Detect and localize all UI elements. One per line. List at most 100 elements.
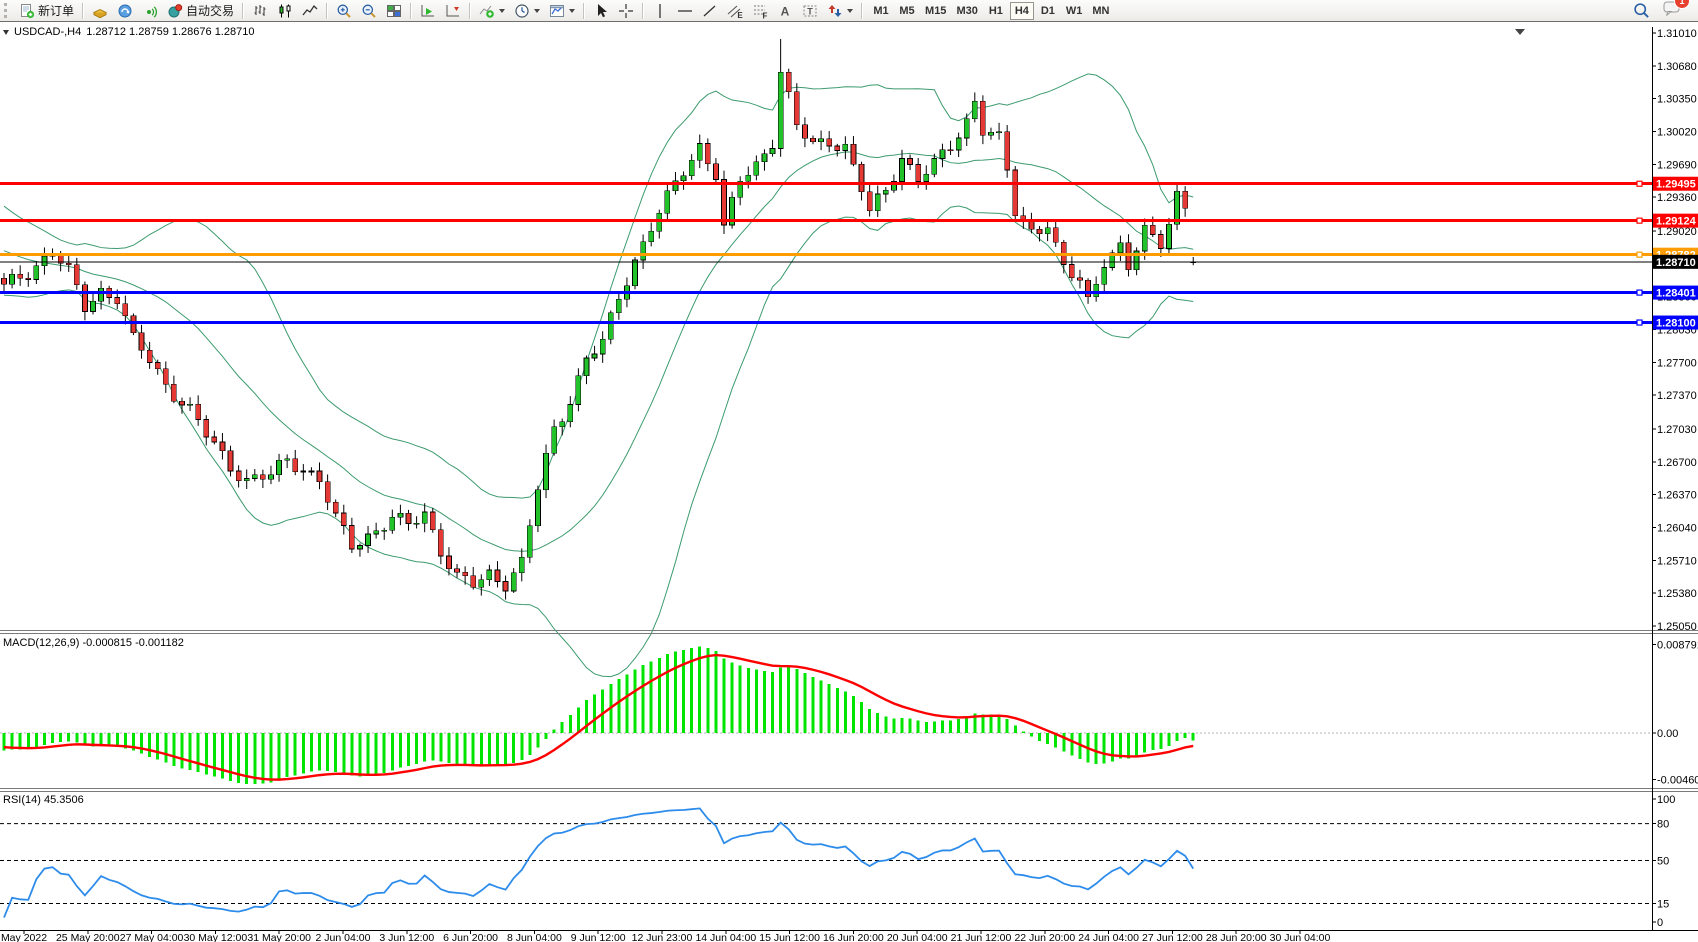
search-icon[interactable] [1633, 2, 1650, 19]
svg-text:0.00: 0.00 [1657, 728, 1678, 740]
timeframe-button-m15[interactable]: M15 [921, 2, 950, 20]
zoom-out-button[interactable] [357, 1, 381, 21]
timeframe-button-m30[interactable]: M30 [952, 2, 981, 20]
svg-text:1.29690: 1.29690 [1657, 159, 1697, 171]
auto-scroll-icon [421, 4, 435, 16]
fibonacci-button[interactable]: F [748, 1, 772, 21]
svg-text:1.25050: 1.25050 [1657, 621, 1697, 633]
svg-text:25 May 20:00: 25 May 20:00 [56, 932, 120, 942]
gold-ingot-icon [92, 8, 108, 18]
svg-text:3 Jun 12:00: 3 Jun 12:00 [379, 932, 434, 942]
svg-text:8 Jun 04:00: 8 Jun 04:00 [507, 932, 562, 942]
svg-text:31 May 20:00: 31 May 20:00 [247, 932, 311, 942]
line-chart-icon [302, 4, 318, 15]
svg-text:1.26040: 1.26040 [1657, 522, 1697, 534]
vertical-line-button[interactable] [648, 1, 672, 21]
crosshair-button[interactable] [614, 1, 638, 21]
text-label-icon: T [803, 5, 817, 16]
svg-text:1.29124: 1.29124 [1656, 216, 1697, 228]
svg-text:30 May 12:00: 30 May 12:00 [184, 932, 248, 942]
svg-text:1.29360: 1.29360 [1657, 192, 1697, 204]
cursor-icon [598, 3, 608, 17]
macd-indicator-label: MACD(12,26,9) -0.000815 -0.001182 [3, 637, 184, 649]
text-button[interactable]: A [773, 1, 797, 21]
rsi-value: 45.3506 [43, 794, 84, 806]
timeframe-button-m1[interactable]: M1 [869, 2, 893, 20]
signal-button[interactable] [138, 1, 162, 21]
autotrading-label: 自动交易 [186, 4, 235, 18]
svg-text:20 Jun 04:00: 20 Jun 04:00 [887, 932, 948, 942]
broadcast-signal-icon [147, 5, 158, 18]
svg-text:27 May 04:00: 27 May 04:00 [120, 932, 184, 942]
svg-text:May 2022: May 2022 [1, 932, 47, 942]
candlestick-icon [279, 4, 291, 17]
svg-text:9 Jun 12:00: 9 Jun 12:00 [571, 932, 626, 942]
bar-chart-button[interactable] [248, 1, 272, 21]
svg-text:1.28401: 1.28401 [1656, 288, 1696, 300]
text-letter: A [781, 4, 790, 18]
candlestick-button[interactable] [273, 1, 297, 21]
equidistant-channel-button[interactable]: E [723, 1, 747, 21]
chart-title: USDCAD-,H4 1.28712 1.28759 1.28676 1.287… [3, 26, 254, 38]
cursor-button[interactable] [589, 1, 613, 21]
autotrading-icon [168, 3, 183, 17]
bar-chart-icon [254, 4, 266, 16]
svg-text:16 Jun 20:00: 16 Jun 20:00 [823, 932, 884, 942]
svg-text:1.27370: 1.27370 [1657, 390, 1697, 402]
toolbar-separator [469, 2, 472, 19]
fibonacci-letter: F [763, 11, 768, 19]
timeframe-group: M1 M5 M15 M30 H1 H4 D1 W1 MN [869, 1, 1113, 20]
auto-scroll-button[interactable] [416, 1, 440, 21]
svg-text:2 Jun 04:00: 2 Jun 04:00 [316, 932, 371, 942]
svg-text:1.27700: 1.27700 [1657, 357, 1697, 369]
toolbar-separator [326, 2, 329, 19]
indicators-button[interactable] [475, 1, 509, 21]
trendline-button[interactable] [698, 1, 722, 21]
svg-text:14 Jun 04:00: 14 Jun 04:00 [695, 932, 756, 942]
indicators-icon [479, 5, 494, 18]
line-chart-button[interactable] [298, 1, 322, 21]
arrows-button[interactable] [823, 1, 857, 21]
autotrading-button[interactable]: 自动交易 [163, 1, 238, 21]
svg-text:24 Jun 04:00: 24 Jun 04:00 [1078, 932, 1139, 942]
notifications-button[interactable]: 1 [1662, 0, 1690, 22]
chart-menu-arrow-icon[interactable] [3, 29, 9, 35]
horizontal-line-button[interactable] [673, 1, 697, 21]
deposit-button[interactable] [88, 1, 112, 21]
svg-text:21 Jun 12:00: 21 Jun 12:00 [951, 932, 1012, 942]
svg-text:1.26370: 1.26370 [1657, 490, 1697, 502]
chart-shift-button[interactable] [441, 1, 465, 21]
zoom-in-button[interactable] [332, 1, 356, 21]
timeframe-button-m5[interactable]: M5 [895, 2, 919, 20]
trendline-icon [703, 5, 716, 16]
toolbar-grip[interactable] [4, 3, 10, 18]
periods-button[interactable] [510, 1, 544, 21]
toolbar-right: 1 [1633, 0, 1696, 22]
new-order-button[interactable]: 新订单 [15, 1, 78, 21]
templates-button[interactable] [545, 1, 579, 21]
timeframe-button-d1[interactable]: D1 [1036, 2, 1060, 20]
toolbar-separator [642, 2, 645, 19]
label-letter: T [807, 6, 813, 16]
timeframe-button-mn[interactable]: MN [1088, 2, 1113, 20]
timeframe-button-h4[interactable]: H4 [1009, 1, 1034, 20]
support-button[interactable] [113, 1, 137, 21]
text-label-button[interactable]: T [798, 1, 822, 21]
zoom-out-icon [362, 4, 376, 18]
svg-text:100: 100 [1657, 794, 1675, 806]
svg-text:15 Jun 12:00: 15 Jun 12:00 [759, 932, 820, 942]
arrows-icon [828, 4, 842, 17]
svg-text:1.30680: 1.30680 [1657, 61, 1697, 73]
toolbar: 新订单 自动交易 [0, 0, 1698, 22]
toolbar-separator [242, 2, 245, 19]
clock-icon [515, 3, 529, 18]
timeframe-button-h1[interactable]: H1 [984, 2, 1008, 20]
svg-text:1.30350: 1.30350 [1657, 94, 1697, 106]
svg-text:1.29020: 1.29020 [1657, 226, 1697, 238]
chart-canvas[interactable]: 1.31010 1.30680 1.30350 1.30020 1.29690 1.293… [0, 22, 1698, 942]
timeframe-button-w1[interactable]: W1 [1062, 2, 1087, 20]
svg-text:1.25710: 1.25710 [1657, 555, 1697, 567]
svg-text:1.26700: 1.26700 [1657, 457, 1697, 469]
tile-windows-button[interactable] [382, 1, 406, 21]
